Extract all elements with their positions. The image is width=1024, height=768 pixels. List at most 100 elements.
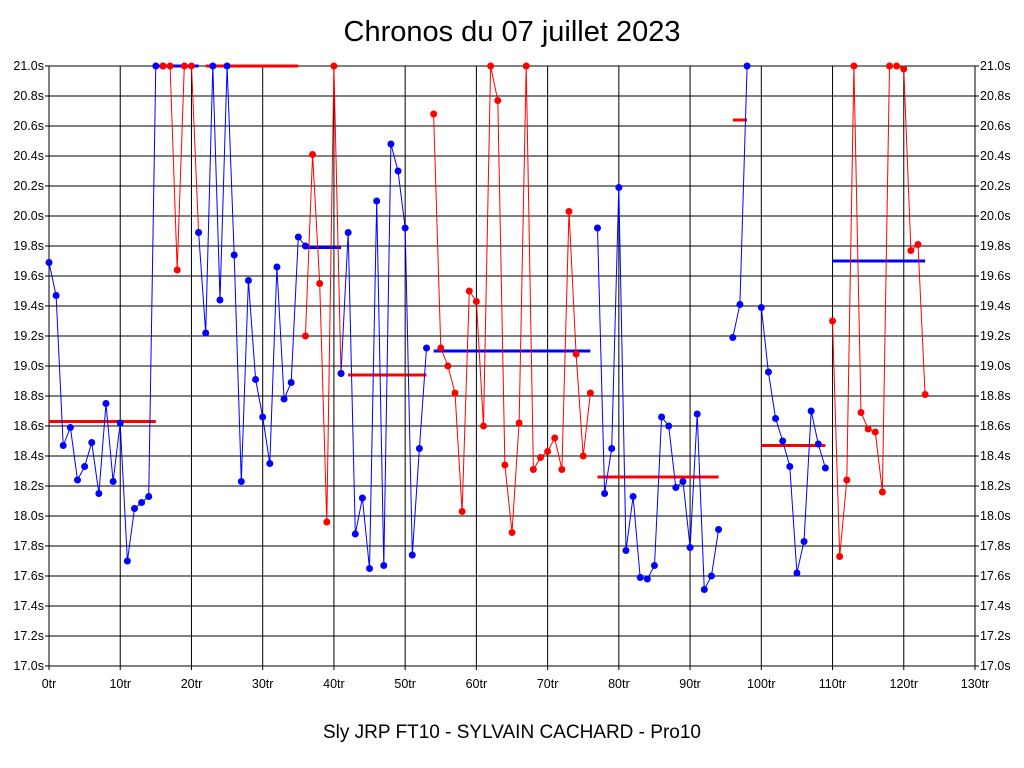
data-point <box>387 140 395 148</box>
y-tick-label-left: 20.0s <box>13 209 44 223</box>
y-tick-label-left: 21.0s <box>13 59 44 73</box>
data-point <box>59 442 67 449</box>
y-tick-label-right: 17.0s <box>980 659 1011 673</box>
y-tick-label-right: 18.2s <box>980 479 1011 493</box>
data-point <box>622 547 630 554</box>
x-tick-label: 20tr <box>181 677 203 691</box>
data-point <box>123 557 131 565</box>
data-point <box>351 530 359 538</box>
data-point <box>850 62 858 70</box>
y-tick-label-right: 19.2s <box>980 329 1011 343</box>
series-line <box>597 187 720 592</box>
data-point <box>45 259 53 266</box>
data-point <box>437 344 445 352</box>
data-point <box>287 379 295 386</box>
data-point <box>344 229 352 236</box>
data-point <box>465 287 473 295</box>
y-tick-label-right: 18.0s <box>980 509 1011 523</box>
data-point <box>230 251 238 259</box>
y-tick-label-left: 20.8s <box>13 89 44 103</box>
data-point <box>501 461 509 469</box>
grid <box>45 65 979 670</box>
data-point <box>772 415 780 422</box>
data-point <box>380 562 388 569</box>
series-line <box>198 65 306 482</box>
data-point <box>907 247 915 254</box>
data-point <box>551 434 559 442</box>
data-point <box>893 62 901 70</box>
y-tick-label-left: 20.2s <box>13 179 44 193</box>
y-tick-label-right: 18.8s <box>980 389 1011 403</box>
data-point <box>786 463 794 470</box>
data-point <box>95 490 103 497</box>
data-point <box>658 413 666 421</box>
y-tick-label-right: 20.6s <box>980 119 1011 133</box>
data-point <box>544 448 552 455</box>
series-line <box>832 65 926 557</box>
y-tick-label-right: 17.8s <box>980 539 1011 553</box>
tick-labels: 17.0s 17.0s 17.2s 17.2s 17.4s 17.4s 17.6s 17.6s… <box>13 59 1010 691</box>
data-point <box>821 464 829 472</box>
data-point <box>743 62 751 70</box>
data-point <box>757 304 765 311</box>
data-point <box>572 350 580 358</box>
data-point <box>629 493 637 500</box>
data-point <box>558 466 566 473</box>
y-tick-label-right: 20.0s <box>980 209 1011 223</box>
data-point <box>800 538 808 545</box>
data-point <box>309 151 317 158</box>
data-point <box>707 572 715 580</box>
data-point <box>693 410 701 418</box>
average-lines <box>49 64 926 479</box>
data-point <box>779 437 787 445</box>
data-point <box>914 241 922 248</box>
data-point <box>138 499 146 506</box>
data-point <box>508 529 516 536</box>
data-point <box>643 575 651 583</box>
data-point <box>52 292 60 299</box>
data-point <box>202 329 210 337</box>
data-point <box>871 428 879 436</box>
data-point <box>793 569 801 577</box>
y-tick-label-left: 17.8s <box>13 539 44 553</box>
data-point <box>729 334 737 341</box>
data-point <box>102 400 110 407</box>
y-tick-label-left: 18.2s <box>13 479 44 493</box>
y-tick-label-right: 17.2s <box>980 629 1011 643</box>
data-point <box>444 362 452 370</box>
x-tick-label: 70tr <box>537 677 559 691</box>
data-point <box>316 280 324 287</box>
x-tick-label: 90tr <box>679 677 701 691</box>
x-tick-label: 60tr <box>466 677 488 691</box>
data-point <box>366 565 374 572</box>
data-point <box>73 476 81 484</box>
x-tick-label: 80tr <box>608 677 630 691</box>
y-tick-label-right: 21.0s <box>980 59 1011 73</box>
series-line <box>760 307 826 574</box>
data-point <box>529 466 537 473</box>
data-point <box>636 574 644 581</box>
data-point <box>173 266 181 274</box>
data-point <box>130 505 138 512</box>
data-point <box>109 478 117 485</box>
y-tick-label-left: 17.2s <box>13 629 44 643</box>
data-point <box>686 544 694 551</box>
chart-subtitle: Sly JRP FT10 - SYLVAIN CACHARD - Pro10 <box>323 722 701 743</box>
y-tick-label-right: 20.4s <box>980 149 1011 163</box>
data-point <box>829 317 837 325</box>
data-point <box>593 224 601 232</box>
data-point <box>66 424 74 431</box>
data-point <box>423 344 431 352</box>
series-line <box>304 65 342 523</box>
y-tick-label-left: 19.4s <box>13 299 44 313</box>
data-point <box>301 332 309 340</box>
data-point <box>700 586 708 593</box>
data-point <box>330 62 338 70</box>
data-point <box>900 65 908 73</box>
data-point <box>373 197 381 205</box>
data-point <box>736 301 744 308</box>
y-tick-label-left: 20.6s <box>13 119 44 133</box>
data-point <box>679 478 687 485</box>
data-point <box>764 368 772 376</box>
